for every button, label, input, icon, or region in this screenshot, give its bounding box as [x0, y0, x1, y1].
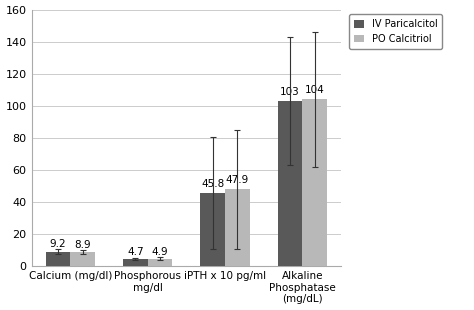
Text: 9.2: 9.2 [50, 239, 66, 249]
Bar [148, 259, 173, 266]
Bar [70, 252, 95, 266]
Bar [278, 101, 302, 266]
Bar [201, 193, 225, 266]
Legend: IV Paricalcitol, PO Calcitriol: IV Paricalcitol, PO Calcitriol [349, 15, 442, 49]
Text: 45.8: 45.8 [201, 179, 224, 189]
Bar [46, 252, 70, 266]
Text: 4.9: 4.9 [152, 247, 168, 257]
Bar [123, 259, 148, 266]
Text: 103: 103 [280, 87, 300, 97]
Text: 47.9: 47.9 [226, 175, 249, 185]
Text: 104: 104 [305, 86, 325, 95]
Bar [302, 100, 327, 266]
Bar [225, 189, 250, 266]
Text: 4.7: 4.7 [127, 247, 144, 257]
Text: 8.9: 8.9 [74, 240, 91, 250]
